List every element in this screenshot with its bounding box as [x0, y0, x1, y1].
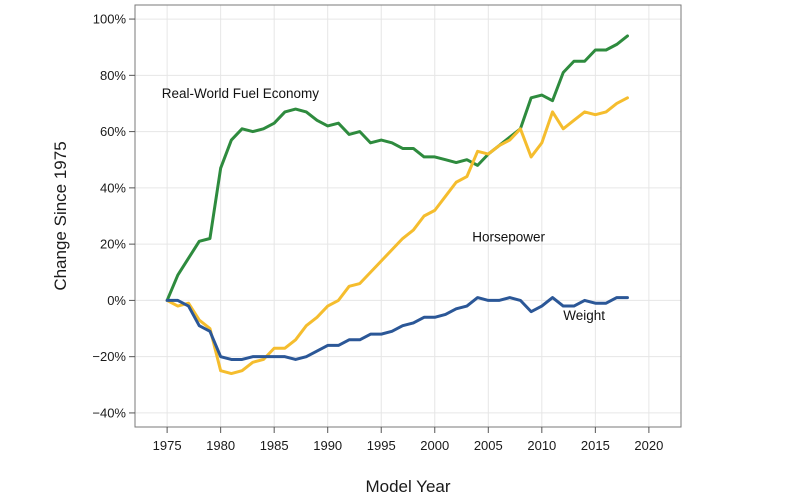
- plot-frame: [134, 4, 682, 428]
- y-tick-label: 60%: [100, 124, 126, 139]
- x-tick-label: 2010: [527, 438, 556, 453]
- axis-ticks: 1975 1980 1985 1990 1995 2000 2005 2010 2015 2020…: [92, 12, 663, 453]
- y-tick-label: 20%: [100, 237, 126, 252]
- y-tick-label: 100%: [93, 12, 127, 27]
- x-tick-label: 2015: [581, 438, 610, 453]
- series-label: Real-World Fuel Economy: [162, 86, 320, 101]
- series-label: Weight: [563, 308, 605, 323]
- series-lines: [165, 34, 629, 376]
- y-tick-label: 0%: [107, 293, 126, 308]
- series-line-weight: [165, 296, 629, 361]
- x-tick-label: 1980: [206, 438, 235, 453]
- x-tick-label: 2000: [420, 438, 449, 453]
- y-tick-label: 80%: [100, 68, 126, 83]
- y-tick-label: −20%: [92, 349, 126, 364]
- x-tick-label: 1990: [313, 438, 342, 453]
- x-axis-title: Model Year: [365, 477, 450, 496]
- x-tick-label: 1985: [260, 438, 289, 453]
- y-tick-label: 40%: [100, 180, 126, 195]
- gridlines: [135, 5, 681, 427]
- series-labels: Real-World Fuel Economy Horsepower Weight: [162, 86, 605, 323]
- x-tick-label: 2020: [634, 438, 663, 453]
- series-line-horsepower: [165, 96, 629, 376]
- x-tick-label: 1975: [153, 438, 182, 453]
- y-axis-title: Change Since 1975: [51, 141, 70, 290]
- series-line-real-world-fuel-economy: [165, 34, 629, 302]
- x-tick-label: 1995: [367, 438, 396, 453]
- y-tick-label: −40%: [92, 405, 126, 420]
- series-label: Horsepower: [472, 229, 545, 244]
- x-tick-label: 2005: [474, 438, 503, 453]
